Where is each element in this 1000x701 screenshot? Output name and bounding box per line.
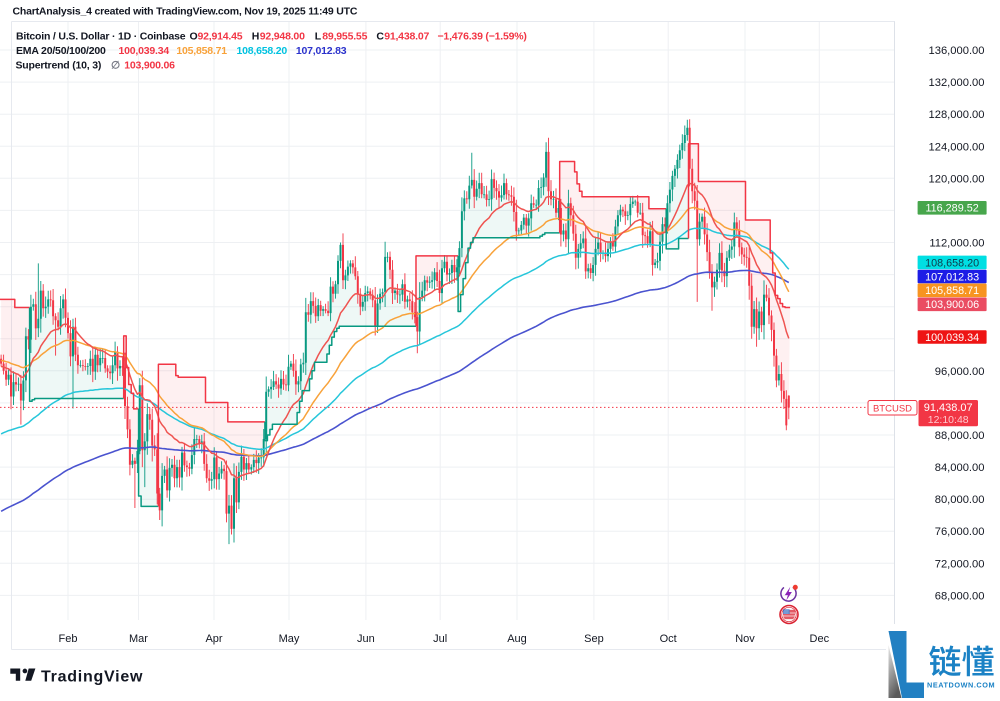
svg-text:103,900.06: 103,900.06 — [925, 299, 979, 311]
svg-text:−1,476.39 (−1.59%): −1,476.39 (−1.59%) — [438, 31, 527, 43]
svg-text:Nov: Nov — [735, 633, 755, 645]
svg-text:Sep: Sep — [584, 633, 604, 645]
svg-text:80,000.00: 80,000.00 — [935, 494, 985, 506]
svg-text:Supertrend (10, 3): Supertrend (10, 3) — [16, 59, 102, 71]
svg-text:88,000.00: 88,000.00 — [935, 430, 985, 442]
svg-text:103,900.06: 103,900.06 — [124, 59, 175, 71]
svg-text:91,438.07: 91,438.07 — [924, 402, 973, 414]
svg-text:92,948.00: 92,948.00 — [260, 31, 305, 43]
svg-text:H: H — [252, 31, 259, 43]
svg-text:Dec: Dec — [810, 633, 830, 645]
svg-text:Apr: Apr — [205, 633, 222, 645]
svg-text:Aug: Aug — [507, 633, 527, 645]
svg-text:76,000.00: 76,000.00 — [935, 526, 985, 538]
svg-text:Oct: Oct — [660, 633, 677, 645]
svg-text:91,438.07: 91,438.07 — [384, 31, 429, 43]
svg-text:107,012.83: 107,012.83 — [296, 45, 347, 57]
svg-text:∅: ∅ — [111, 59, 120, 71]
svg-text:124,000.00: 124,000.00 — [929, 141, 985, 153]
svg-text:68,000.00: 68,000.00 — [935, 590, 985, 602]
svg-text:Jul: Jul — [433, 633, 447, 645]
svg-text:Feb: Feb — [59, 633, 78, 645]
svg-text:L: L — [315, 31, 322, 43]
svg-text:116,289.52: 116,289.52 — [925, 203, 978, 215]
svg-text:100,039.34: 100,039.34 — [119, 45, 170, 57]
svg-text:C: C — [376, 31, 384, 43]
svg-text:112,000.00: 112,000.00 — [929, 238, 984, 250]
svg-text:108,658.20: 108,658.20 — [237, 45, 288, 57]
svg-text:12:10:48: 12:10:48 — [928, 414, 969, 426]
svg-text:120,000.00: 120,000.00 — [929, 173, 985, 185]
svg-text:BTCUSD: BTCUSD — [873, 403, 912, 414]
svg-text:96,000.00: 96,000.00 — [935, 366, 985, 378]
svg-text:100,039.34: 100,039.34 — [925, 332, 979, 344]
svg-text:O: O — [190, 31, 198, 43]
svg-text:107,012.83: 107,012.83 — [925, 271, 979, 283]
svg-text:TradingView: TradingView — [41, 669, 143, 686]
svg-text:105,858.71: 105,858.71 — [176, 45, 227, 57]
svg-text:May: May — [279, 633, 300, 645]
svg-text:108,658.20: 108,658.20 — [925, 257, 979, 269]
svg-text:89,955.55: 89,955.55 — [322, 31, 367, 43]
svg-text:ChartAnalysis_4 created with T: ChartAnalysis_4 created with TradingView… — [13, 6, 358, 18]
svg-text:EMA 20/50/100/200: EMA 20/50/100/200 — [16, 45, 106, 57]
svg-text:72,000.00: 72,000.00 — [935, 558, 985, 570]
svg-text:132,000.00: 132,000.00 — [929, 77, 985, 89]
svg-text:105,858.71: 105,858.71 — [925, 285, 979, 297]
svg-text:92,914.45: 92,914.45 — [198, 31, 243, 43]
svg-text:136,000.00: 136,000.00 — [929, 45, 985, 57]
svg-text:Mar: Mar — [129, 633, 148, 645]
svg-text:Bitcoin / U.S. Dollar · 1D · C: Bitcoin / U.S. Dollar · 1D · Coinbase — [16, 31, 186, 43]
svg-text:128,000.00: 128,000.00 — [929, 109, 985, 121]
svg-text:84,000.00: 84,000.00 — [935, 462, 985, 474]
svg-text:NEATDOWN.COM: NEATDOWN.COM — [927, 681, 995, 690]
svg-text:Jun: Jun — [357, 633, 375, 645]
